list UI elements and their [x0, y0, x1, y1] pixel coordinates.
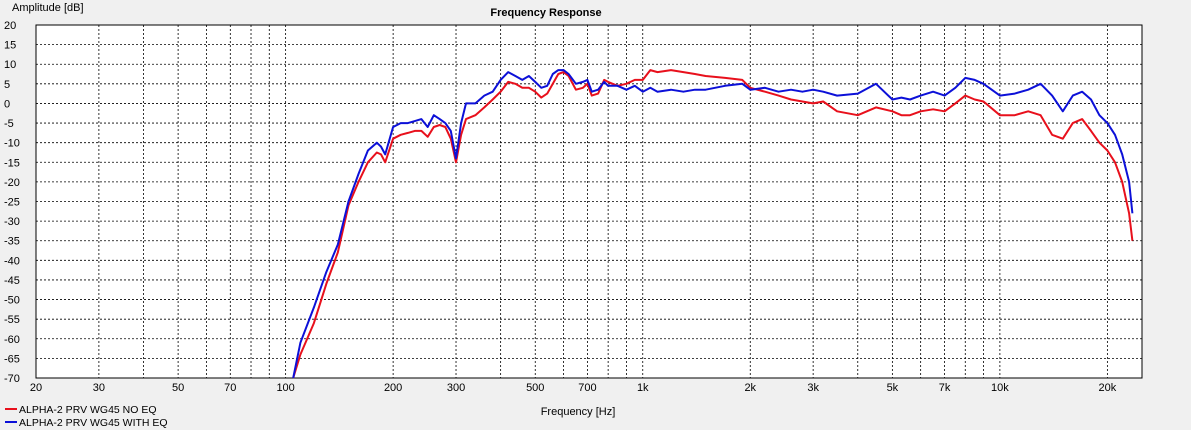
legend-label-with-eq: ALPHA-2 PRV WG45 WITH EQ	[19, 417, 168, 429]
y-tick-label: 10	[4, 59, 16, 71]
y-tick-label: -35	[4, 236, 20, 248]
y-tick-label: -5	[4, 118, 14, 130]
y-tick-label: -55	[4, 314, 20, 326]
x-tick-label: 30	[93, 382, 105, 394]
y-tick-label: 0	[4, 98, 10, 110]
series-layer	[292, 69, 1134, 379]
y-tick-label: -10	[4, 138, 20, 150]
x-tick-label: 10k	[991, 382, 1009, 394]
y-tick-label: -50	[4, 295, 20, 307]
y-tick-label: -30	[4, 216, 20, 228]
legend-label-no-eq: ALPHA-2 PRV WG45 NO EQ	[19, 404, 157, 416]
grid-layer	[36, 25, 1142, 378]
x-tick-label: 20k	[1099, 382, 1117, 394]
x-tick-labels: 20 30 50 70 100 200 300 500 700 1k 2k 3k 5k 7k 10k 20k	[30, 382, 1117, 394]
y-tick-label: 20	[4, 20, 16, 32]
x-tick-label: 300	[447, 382, 465, 394]
x-tick-label: 50	[172, 382, 184, 394]
y-tick-label: -25	[4, 197, 20, 209]
x-tick-label: 1k	[637, 382, 649, 394]
x-tick-label: 5k	[887, 382, 899, 394]
x-tick-label: 100	[276, 382, 294, 394]
y-tick-label: -20	[4, 177, 20, 189]
x-tick-label: 500	[526, 382, 544, 394]
x-tick-label: 7k	[939, 382, 951, 394]
y-axis-label: Amplitude [dB]	[12, 2, 84, 14]
x-tick-label: 3k	[807, 382, 819, 394]
x-axis-label: Frequency [Hz]	[541, 406, 616, 418]
y-tick-label: -15	[4, 157, 20, 169]
y-tick-label: -65	[4, 353, 20, 365]
x-tick-label: 200	[384, 382, 402, 394]
y-tick-labels: 20 15 10 5 0 -5 -10 -15 -20 -25 -30 -35 -40 -45 -50 -55…	[4, 20, 20, 385]
chart-title: Frequency Response	[490, 7, 601, 19]
series-line-with-eq	[292, 69, 1134, 379]
y-tick-label: -45	[4, 275, 20, 287]
y-tick-label: 5	[4, 79, 10, 91]
x-tick-label: 70	[224, 382, 236, 394]
x-tick-label: 20	[30, 382, 42, 394]
y-tick-label: -70	[4, 373, 20, 385]
y-tick-label: -40	[4, 255, 20, 267]
legend: ALPHA-2 PRV WG45 NO EQ ALPHA-2 PRV WG45 …	[5, 404, 168, 429]
y-tick-label: 15	[4, 40, 16, 52]
x-tick-label: 700	[578, 382, 596, 394]
y-tick-label: -60	[4, 334, 20, 346]
x-tick-label: 2k	[744, 382, 756, 394]
